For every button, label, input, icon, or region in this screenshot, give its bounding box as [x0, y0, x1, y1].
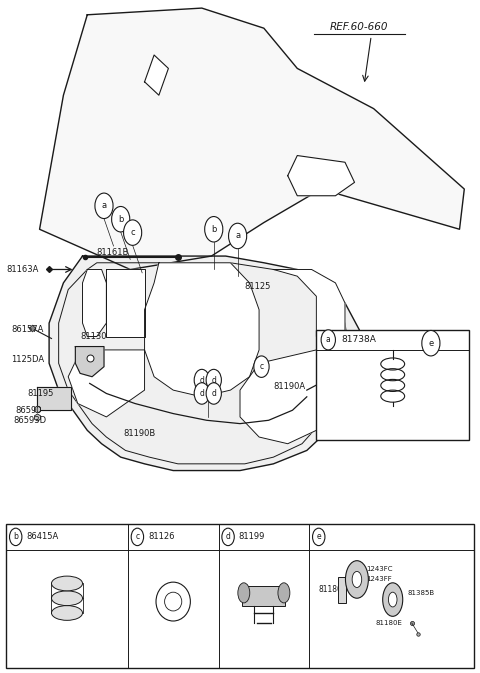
Text: 81161B: 81161B — [97, 248, 129, 257]
Circle shape — [95, 193, 113, 219]
Circle shape — [204, 217, 223, 242]
Text: d: d — [199, 389, 204, 398]
Ellipse shape — [51, 606, 83, 621]
Circle shape — [321, 330, 336, 350]
Text: c: c — [135, 532, 140, 541]
Text: 81190B: 81190B — [123, 429, 156, 438]
Text: 81190A: 81190A — [274, 382, 306, 391]
Ellipse shape — [238, 583, 250, 603]
Text: 81125: 81125 — [245, 282, 271, 291]
Text: c: c — [130, 228, 135, 237]
Circle shape — [194, 383, 209, 404]
Text: 86590: 86590 — [16, 406, 42, 415]
Text: 81130: 81130 — [80, 332, 107, 341]
Circle shape — [10, 528, 22, 546]
Text: 81195: 81195 — [28, 389, 54, 398]
Polygon shape — [288, 155, 355, 196]
Text: 81180: 81180 — [319, 585, 343, 594]
Bar — [316, 330, 469, 440]
Circle shape — [312, 528, 325, 546]
Polygon shape — [37, 387, 71, 411]
Ellipse shape — [346, 561, 368, 598]
Text: 1243FC: 1243FC — [366, 567, 393, 573]
Text: a: a — [101, 201, 107, 210]
Polygon shape — [144, 55, 168, 95]
Ellipse shape — [51, 591, 83, 606]
Text: c: c — [259, 362, 264, 371]
Text: d: d — [211, 376, 216, 384]
Text: b: b — [118, 215, 123, 223]
Circle shape — [194, 369, 209, 391]
Text: d: d — [211, 389, 216, 398]
Circle shape — [131, 528, 144, 546]
Polygon shape — [144, 262, 259, 397]
Text: REF.60-660: REF.60-660 — [330, 22, 388, 32]
Circle shape — [222, 528, 234, 546]
Text: a: a — [235, 232, 240, 240]
Text: 1243FF: 1243FF — [366, 576, 392, 581]
Ellipse shape — [51, 576, 83, 591]
Polygon shape — [49, 256, 364, 470]
Text: 86157A: 86157A — [11, 325, 43, 334]
Circle shape — [123, 220, 142, 246]
Ellipse shape — [165, 592, 182, 611]
Bar — [6, 524, 474, 668]
Ellipse shape — [383, 583, 403, 616]
Circle shape — [228, 223, 247, 249]
Text: 86593D: 86593D — [13, 416, 47, 425]
Ellipse shape — [278, 583, 290, 603]
Text: 81180E: 81180E — [375, 620, 402, 626]
Text: d: d — [199, 376, 204, 384]
Ellipse shape — [388, 592, 397, 607]
Text: 81163A: 81163A — [6, 265, 38, 274]
Text: e: e — [316, 532, 321, 541]
Bar — [242, 586, 285, 606]
Ellipse shape — [156, 582, 191, 621]
Polygon shape — [75, 347, 104, 377]
Text: 81126: 81126 — [148, 532, 174, 541]
Circle shape — [422, 330, 440, 356]
Circle shape — [112, 207, 130, 232]
Text: 81738A: 81738A — [341, 335, 376, 345]
Polygon shape — [274, 269, 345, 350]
Circle shape — [206, 383, 221, 404]
Text: e: e — [428, 339, 433, 348]
Text: d: d — [226, 532, 230, 541]
Polygon shape — [83, 269, 107, 336]
Ellipse shape — [352, 571, 362, 588]
Text: b: b — [13, 532, 18, 541]
Text: 1125DA: 1125DA — [11, 355, 44, 365]
Text: 81385B: 81385B — [407, 590, 434, 596]
Polygon shape — [240, 350, 336, 444]
Polygon shape — [39, 8, 464, 269]
Polygon shape — [107, 269, 144, 336]
Text: 86415A: 86415A — [26, 532, 59, 541]
Text: 81199: 81199 — [239, 532, 265, 541]
Polygon shape — [68, 350, 144, 417]
Text: a: a — [326, 335, 331, 345]
Circle shape — [206, 369, 221, 391]
Circle shape — [254, 356, 269, 378]
Bar — [338, 577, 347, 603]
Text: b: b — [211, 225, 216, 234]
